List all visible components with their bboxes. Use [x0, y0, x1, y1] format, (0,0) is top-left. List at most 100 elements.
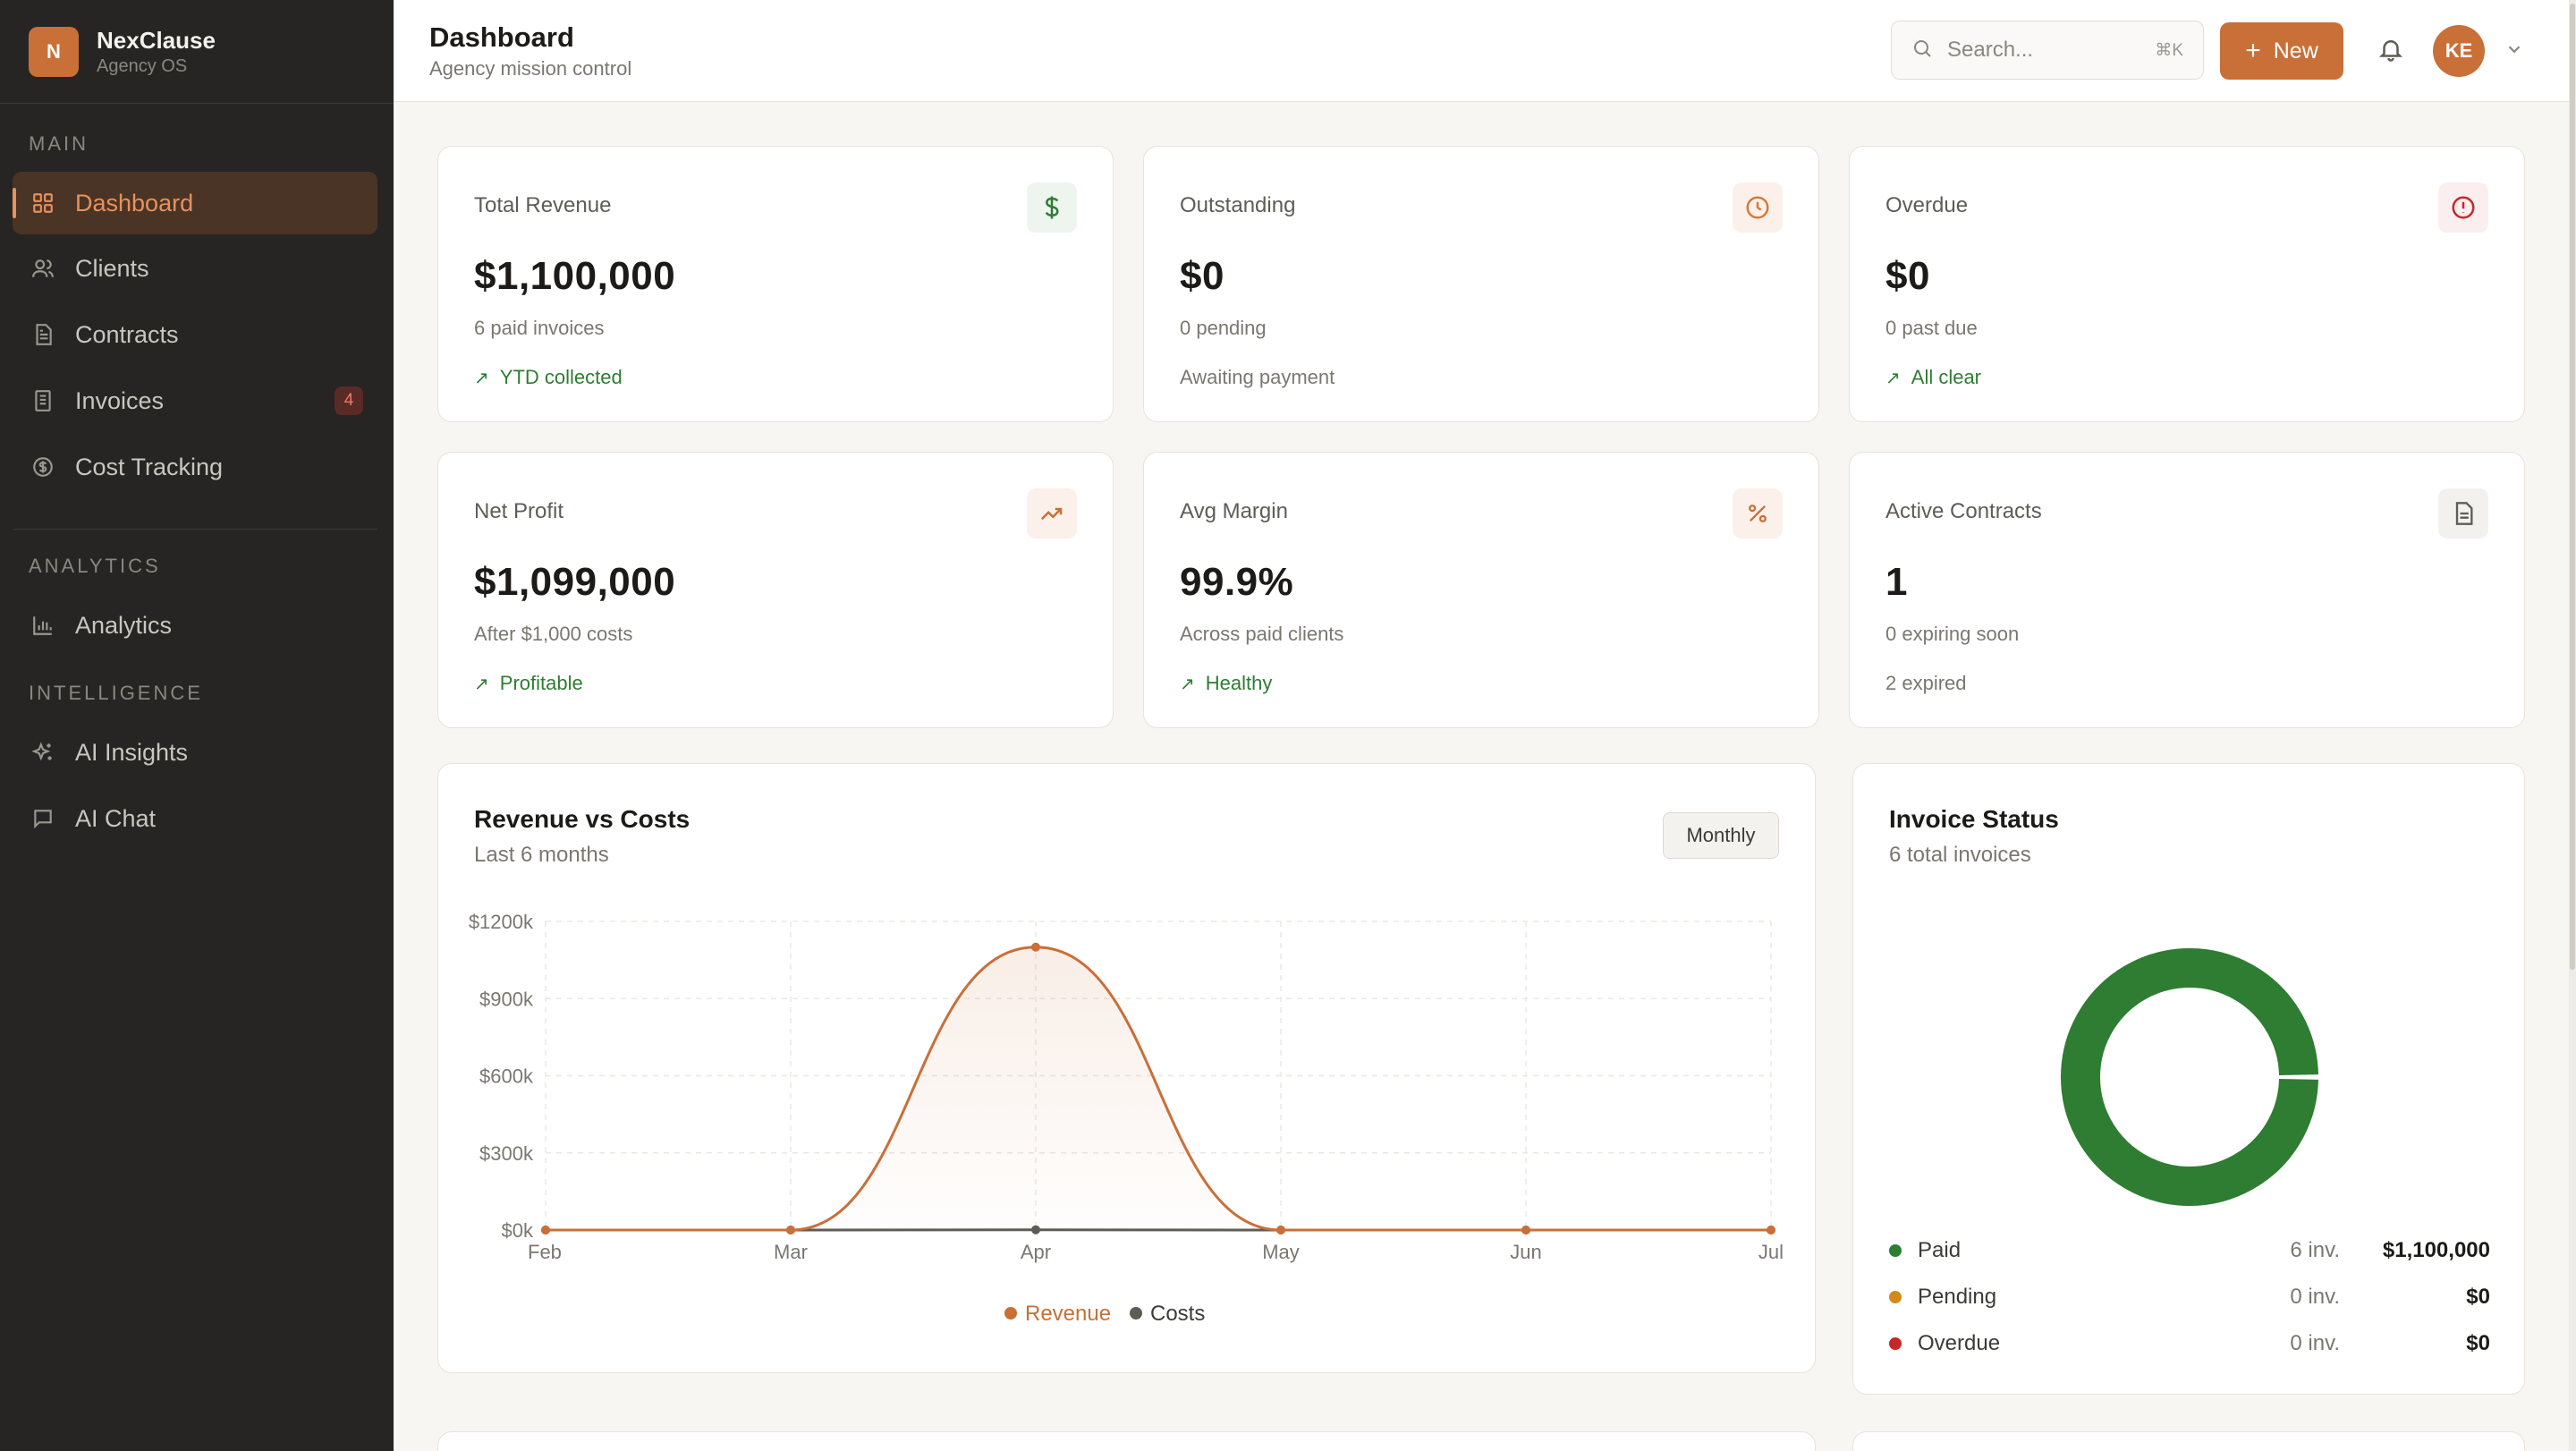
brand[interactable]: N NexClause Agency OS — [0, 0, 394, 104]
avatar[interactable]: KE — [2433, 25, 2485, 77]
legend-count: 0 inv. — [2290, 1331, 2340, 1355]
revenue-data-point — [1031, 942, 1040, 952]
kpi-card-overdue: Overdue $0 0 past due ↗ All clear — [1849, 146, 2525, 422]
kpi-card-active-contracts: Active Contracts 1 0 expiring soon 2 exp… — [1849, 452, 2525, 728]
new-button[interactable]: + New — [2220, 22, 2343, 80]
sidebar-item-label: Contracts — [75, 320, 179, 348]
chevron-down-icon[interactable] — [2504, 39, 2524, 59]
kpi-footnote: ↗ YTD collected — [474, 366, 623, 388]
invoices-count-badge: 4 — [335, 386, 363, 415]
kpi-subtext: Across paid clients — [1180, 623, 1344, 645]
invoice-status-title: Invoice Status — [1889, 805, 2059, 833]
percent-icon — [1733, 488, 1783, 539]
kpi-footnote: 2 expired — [1885, 672, 1967, 694]
legend-count: 0 inv. — [2290, 1285, 2340, 1309]
revenue-costs-card: Revenue vs Costs Last 6 months Monthly $… — [437, 763, 1816, 1373]
page-subtitle: Agency mission control — [429, 57, 632, 80]
search-shortcut: ⌘K — [2155, 40, 2183, 60]
sidebar-item-dashboard[interactable]: Dashboard — [13, 172, 377, 234]
sidebar-item-ai-chat[interactable]: AI Chat — [13, 787, 377, 850]
plus-icon: + — [2245, 36, 2261, 65]
sidebar: N NexClause Agency OS MAIN Dashboard Cli… — [0, 0, 394, 1451]
nav-section-intelligence: INTELLIGENCE — [29, 682, 203, 704]
invoice-status-subtitle: 6 total invoices — [1889, 843, 2031, 867]
x-tick-label: Apr — [1021, 1241, 1051, 1263]
sidebar-item-label: Dashboard — [75, 189, 194, 216]
legend-label: Revenue — [1025, 1302, 1111, 1326]
x-tick-label: Jun — [1510, 1241, 1541, 1263]
sidebar-item-label: Invoices — [75, 386, 165, 414]
kpi-value: $0 — [1180, 254, 1224, 298]
period-select-button[interactable]: Monthly — [1663, 812, 1779, 859]
kpi-card-outstanding: Outstanding $0 0 pending Awaiting paymen… — [1143, 146, 1819, 422]
legend-dot — [1889, 1244, 1902, 1257]
invoice-status-card: Invoice Status 6 total invoices Paid 6 i… — [1852, 763, 2525, 1395]
search-icon — [1911, 38, 1933, 64]
kpi-subtext: 0 pending — [1180, 317, 1267, 339]
nav-divider — [13, 529, 377, 530]
sidebar-item-label: AI Insights — [75, 738, 189, 766]
kpi-label: Outstanding — [1180, 193, 1296, 217]
kpi-subtext: 6 paid invoices — [474, 317, 605, 339]
users-icon — [30, 256, 55, 281]
lower-card-right — [1852, 1431, 2525, 1451]
scrollbar-thumb[interactable] — [2570, 4, 2575, 970]
x-tick-label: Mar — [774, 1241, 808, 1263]
sidebar-item-invoices[interactable]: Invoices 4 — [13, 369, 377, 432]
sidebar-item-label: Analytics — [75, 611, 173, 639]
sidebar-item-ai-insights[interactable]: AI Insights — [13, 721, 377, 784]
legend-row-overdue: Overdue 0 inv. $0 — [1889, 1326, 2490, 1362]
sidebar-item-contracts[interactable]: Contracts — [13, 303, 377, 366]
sidebar-item-cost-tracking[interactable]: Cost Tracking — [13, 436, 377, 498]
legend-label: Costs — [1150, 1302, 1205, 1326]
dollar-circle-icon — [30, 454, 55, 479]
brand-subtitle: Agency OS — [97, 55, 188, 76]
legend-dot — [1889, 1337, 1902, 1350]
legend-amount: $0 — [2466, 1331, 2490, 1355]
kpi-card-total-revenue: Total Revenue $1,100,000 6 paid invoices… — [437, 146, 1114, 422]
arrow-up-right-icon: ↗ — [474, 674, 489, 694]
page-title: Dashboard — [429, 21, 574, 53]
legend-count: 6 inv. — [2290, 1238, 2340, 1262]
chat-icon — [30, 806, 55, 831]
sidebar-item-clients[interactable]: Clients — [13, 237, 377, 300]
trending-up-icon — [1027, 488, 1077, 539]
legend-row-paid: Paid 6 inv. $1,100,000 — [1889, 1233, 2490, 1269]
search-placeholder: Search... — [1947, 38, 2034, 62]
kpi-footnote: Awaiting payment — [1180, 366, 1335, 388]
y-tick-label: $600k — [479, 1065, 534, 1088]
x-tick-label: Feb — [528, 1241, 562, 1263]
x-tick-label: Jul — [1758, 1241, 1784, 1263]
kpi-footnote: ↗ Profitable — [474, 672, 583, 694]
search-input[interactable]: Search... ⌘K — [1891, 21, 2204, 80]
kpi-subtext: After $1,000 costs — [474, 623, 633, 645]
kpi-value: $1,099,000 — [474, 560, 676, 604]
legend-amount: $0 — [2466, 1285, 2490, 1309]
new-button-label: New — [2273, 38, 2318, 64]
kpi-value: 1 — [1885, 560, 1908, 604]
chart-title: Revenue vs Costs — [474, 805, 691, 833]
dollar-icon — [1027, 182, 1077, 233]
legend-amount: $1,100,000 — [2382, 1238, 2490, 1262]
kpi-label: Active Contracts — [1885, 499, 2042, 523]
sidebar-item-label: AI Chat — [75, 804, 157, 832]
clock-icon — [1733, 182, 1783, 233]
kpi-value: $1,100,000 — [474, 254, 676, 298]
legend-label: Overdue — [1918, 1331, 2001, 1355]
bell-icon[interactable] — [2377, 36, 2406, 64]
sidebar-item-label: Clients — [75, 254, 149, 282]
sidebar-item-analytics[interactable]: Analytics — [13, 594, 377, 657]
legend-row-pending: Pending 0 inv. $0 — [1889, 1279, 2490, 1315]
y-tick-label: $0k — [502, 1219, 534, 1242]
sidebar-item-label: Cost Tracking — [75, 453, 224, 480]
kpi-value: 99.9% — [1180, 560, 1294, 604]
revenue-data-point — [1276, 1226, 1285, 1235]
y-tick-label: $300k — [479, 1142, 534, 1165]
x-tick-label: May — [1262, 1241, 1300, 1263]
nav-section-main: MAIN — [29, 132, 89, 155]
revenue-data-point — [1767, 1226, 1775, 1235]
bar-chart-icon — [30, 613, 55, 638]
kpi-value: $0 — [1885, 254, 1930, 298]
arrow-up-right-icon: ↗ — [1180, 674, 1195, 694]
revenue-data-point — [541, 1226, 550, 1235]
